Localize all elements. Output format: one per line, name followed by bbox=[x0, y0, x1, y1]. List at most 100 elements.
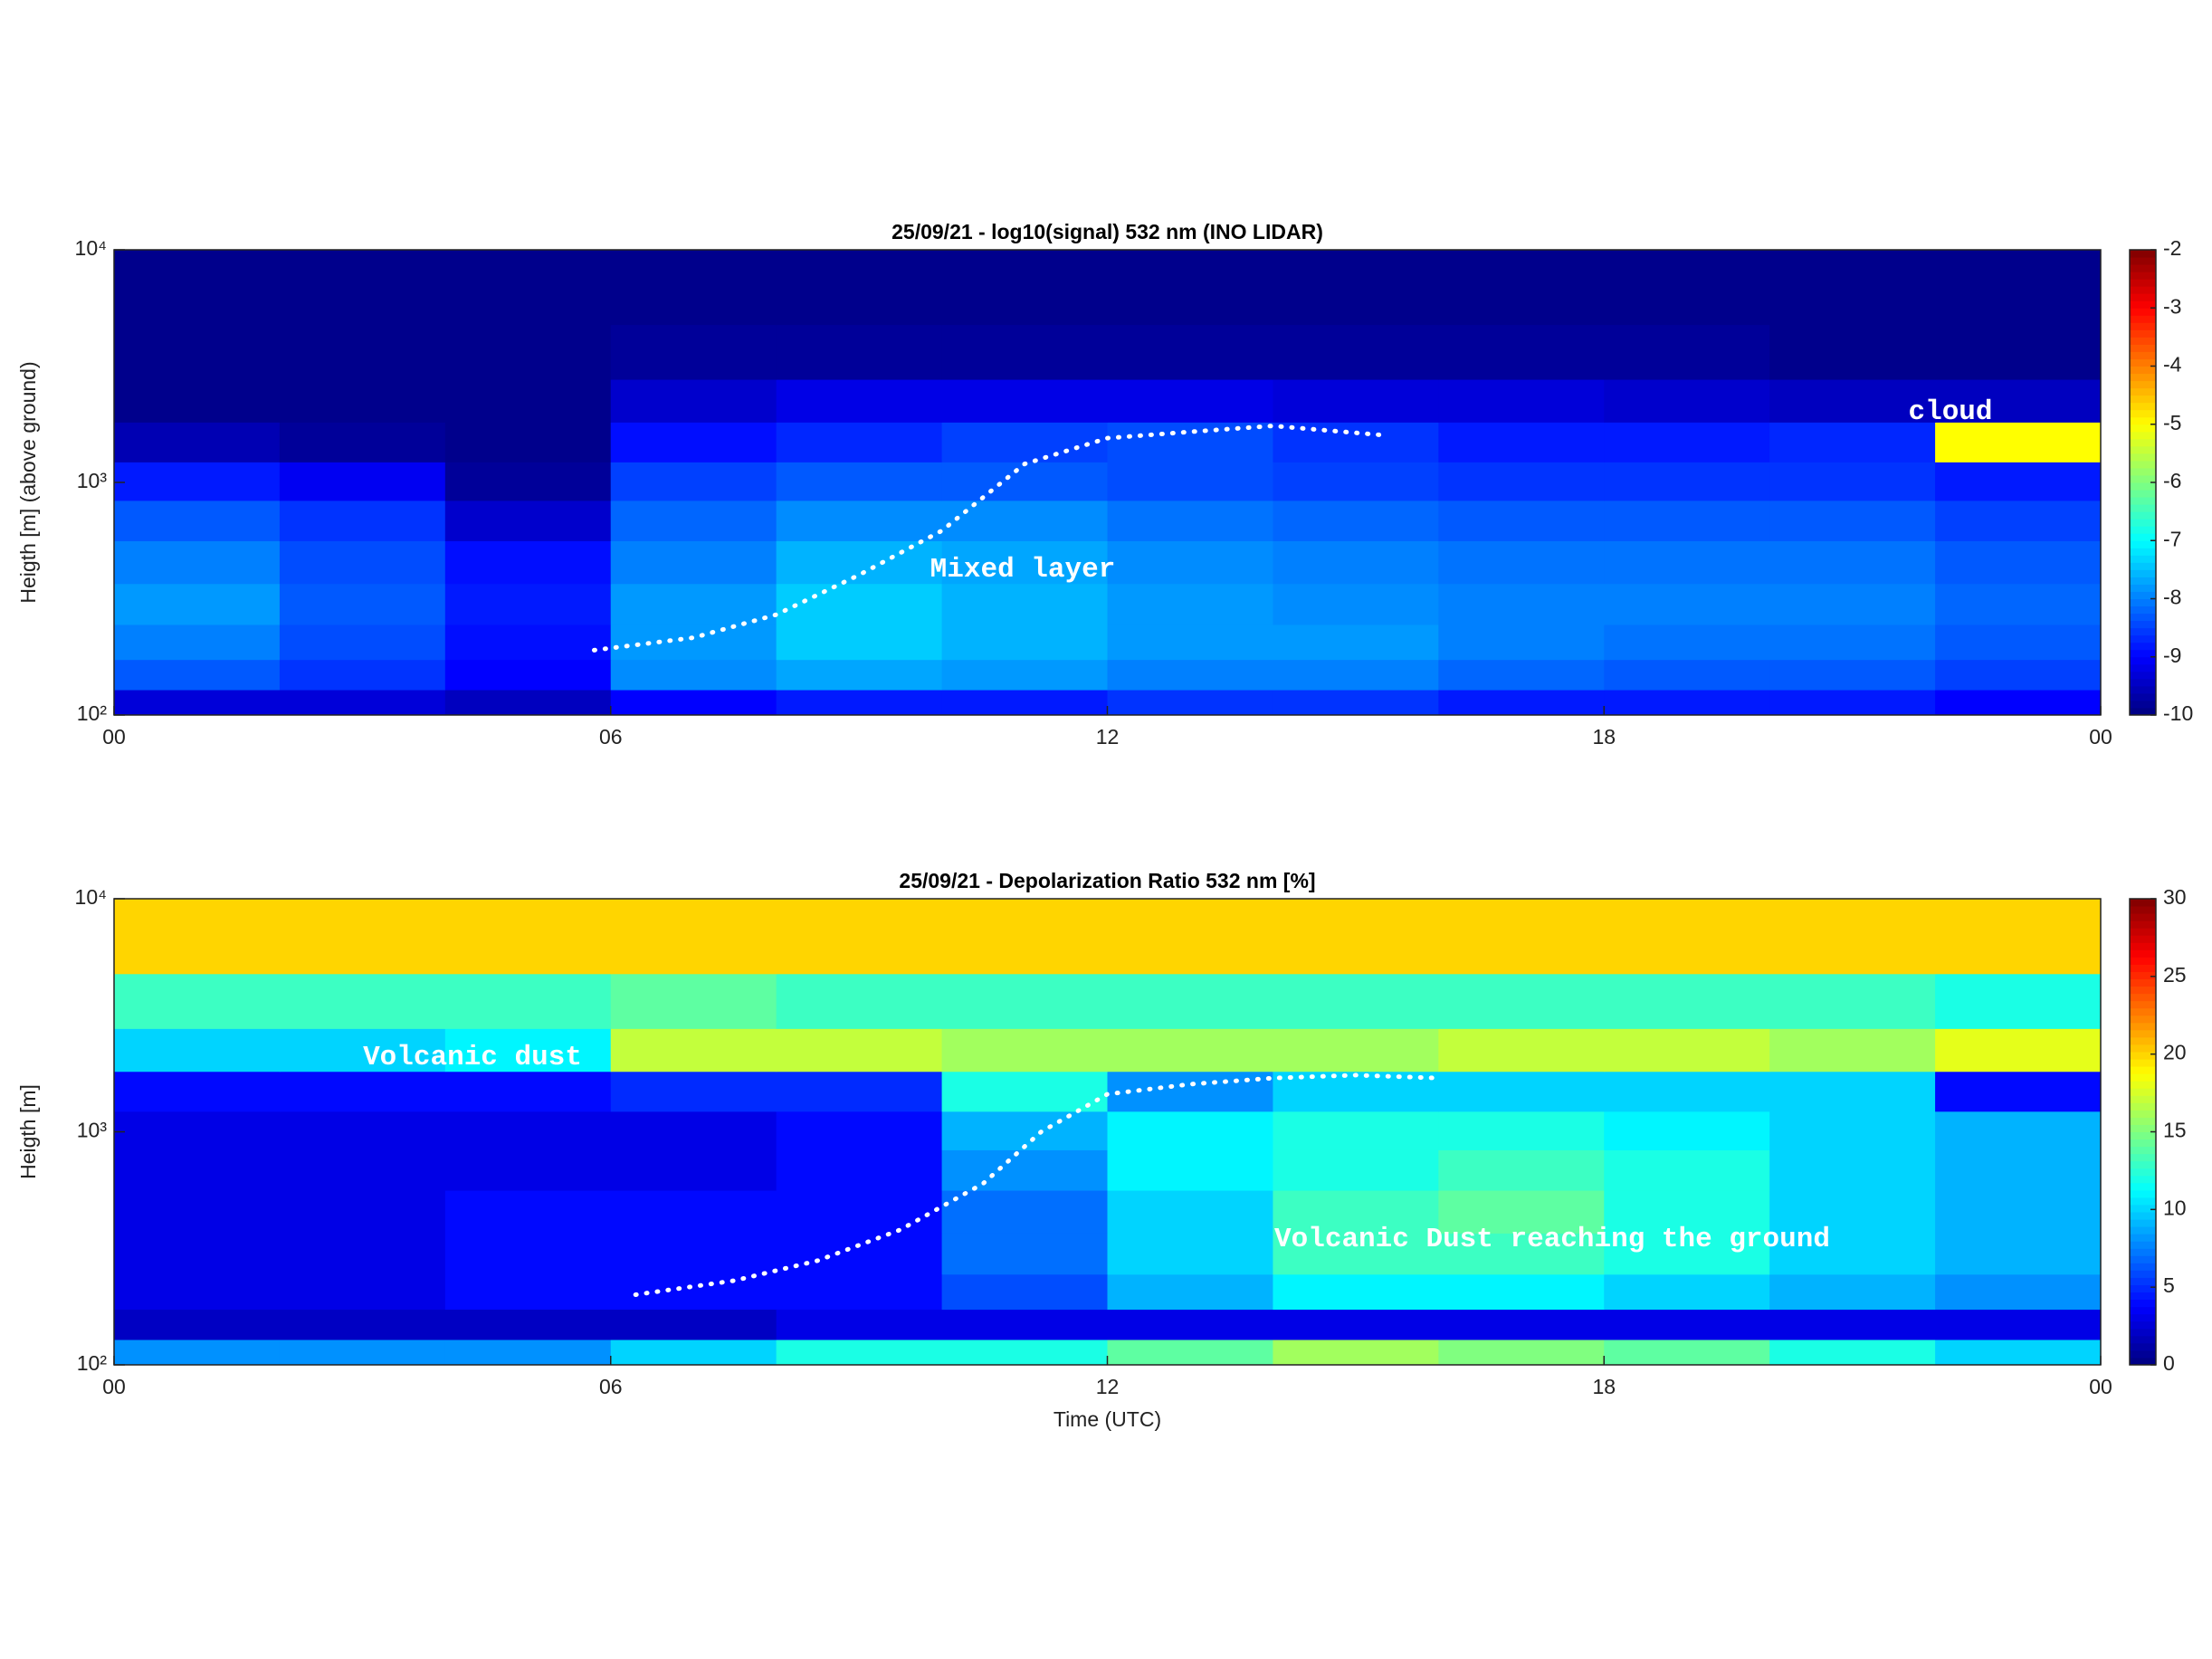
heatmap-cell bbox=[610, 324, 777, 380]
heatmap-cell bbox=[776, 540, 943, 585]
heatmap-cell bbox=[1438, 1233, 1605, 1275]
mixed-layer-boundary bbox=[591, 424, 1383, 653]
heatmap-cell bbox=[114, 540, 281, 585]
colorbar-step bbox=[2130, 1059, 2156, 1067]
heatmap-cell bbox=[1107, 540, 1273, 585]
heatmap-cell bbox=[1438, 462, 1605, 501]
heatmap-cell bbox=[1769, 250, 1936, 326]
colorbar-step bbox=[2130, 526, 2156, 534]
colorbar-step bbox=[2130, 533, 2156, 541]
heatmap-cell bbox=[114, 1190, 281, 1234]
heatmap-cell bbox=[941, 1111, 1108, 1150]
colorbar-step bbox=[2130, 605, 2156, 615]
heatmap-cell bbox=[1604, 540, 1770, 585]
heatmap-cell bbox=[1769, 324, 1936, 380]
heatmap-cell bbox=[444, 973, 612, 1029]
y-tick-label: 10⁴ bbox=[75, 236, 107, 260]
heatmap-cell bbox=[444, 1339, 612, 1366]
colorbar-step bbox=[2130, 1131, 2156, 1140]
heatmap-cell bbox=[1604, 379, 1770, 423]
heatmap-cell bbox=[1935, 462, 2102, 501]
colorbar-step bbox=[2130, 1000, 2156, 1009]
heatmap-cell bbox=[114, 324, 281, 380]
x-tick-label: 00 bbox=[2089, 725, 2112, 748]
heatmap-cell bbox=[1604, 1273, 1770, 1311]
heatmap-cell bbox=[114, 1233, 281, 1275]
heatmap-cell bbox=[1438, 1273, 1605, 1311]
heatmap-cell bbox=[1935, 1190, 2102, 1234]
colorbar-step bbox=[2130, 1335, 2156, 1344]
heatmap-cell bbox=[1273, 1273, 1439, 1311]
heatmap-cell bbox=[1604, 500, 1770, 541]
colorbar-step bbox=[2130, 387, 2156, 396]
colorbar-tick-label: 5 bbox=[2163, 1273, 2175, 1297]
heatmap-cell bbox=[776, 973, 943, 1029]
heatmap-cell bbox=[279, 250, 446, 326]
heatmap-cell bbox=[444, 540, 612, 585]
heatmap-cell bbox=[1604, 250, 1770, 326]
x-tick-label: 06 bbox=[599, 1375, 623, 1398]
heatmap-cell bbox=[610, 1233, 777, 1275]
heatmap-cell bbox=[776, 1190, 943, 1234]
colorbar-step bbox=[2130, 474, 2156, 483]
heatmap-cell bbox=[776, 462, 943, 501]
heatmap-cell bbox=[1438, 1071, 1605, 1112]
colorbar-step bbox=[2130, 344, 2156, 352]
heatmap-cell bbox=[279, 1190, 446, 1234]
heatmap-cell bbox=[279, 899, 446, 975]
heatmap-cell bbox=[1273, 250, 1439, 326]
heatmap-cell bbox=[1769, 422, 1936, 462]
colorbar-step bbox=[2130, 445, 2156, 454]
colorbar-step bbox=[2130, 286, 2156, 294]
heatmap-cell bbox=[1273, 1111, 1439, 1150]
colorbar-step bbox=[2130, 380, 2156, 389]
heatmap-cell bbox=[776, 379, 943, 423]
heatmap-cell bbox=[1438, 659, 1605, 691]
colorbar-step bbox=[2130, 1284, 2156, 1293]
colorbar-step bbox=[2130, 1197, 2156, 1206]
colorbar-tick-label: 15 bbox=[2163, 1119, 2187, 1142]
heatmap-cell bbox=[444, 1149, 612, 1191]
heatmap-cell bbox=[941, 1309, 1108, 1340]
heatmap-cell bbox=[1935, 1149, 2102, 1191]
colorbar-step bbox=[2130, 1051, 2156, 1060]
heatmap-cell bbox=[1935, 1233, 2102, 1275]
colorbar-step bbox=[2130, 928, 2156, 936]
heatmap-cell bbox=[444, 1028, 612, 1073]
colorbar-step bbox=[2130, 402, 2156, 411]
heatmap-cell bbox=[1438, 899, 1605, 975]
colorbar-step bbox=[2130, 1022, 2156, 1031]
heatmap-cell bbox=[941, 379, 1108, 423]
heatmap-cell bbox=[1935, 250, 2102, 326]
heatmap-cell bbox=[941, 1273, 1108, 1311]
chart-title: 25/09/21 - Depolarization Ratio 532 nm [… bbox=[899, 869, 1315, 892]
heatmap-cell bbox=[279, 1273, 446, 1311]
colorbar-step bbox=[2130, 1299, 2156, 1308]
colorbar-step bbox=[2130, 1182, 2156, 1191]
heatmap-cell bbox=[941, 422, 1108, 462]
colorbar-step bbox=[2130, 942, 2156, 950]
heatmap-cell bbox=[1604, 462, 1770, 501]
colorbar-step bbox=[2130, 431, 2156, 440]
heatmap-cell bbox=[279, 500, 446, 541]
colorbar-step bbox=[2130, 337, 2156, 345]
heatmap-cell bbox=[444, 422, 612, 462]
colorbar-step bbox=[2130, 949, 2156, 958]
heatmap-cell bbox=[776, 1339, 943, 1366]
colorbar-step bbox=[2130, 584, 2156, 592]
heatmap-cell bbox=[941, 1071, 1108, 1112]
heatmap-cell bbox=[1107, 250, 1273, 326]
heatmap-cell bbox=[776, 324, 943, 380]
heatmap-cell bbox=[1769, 1071, 1936, 1112]
heatmap-cell bbox=[279, 1149, 446, 1191]
x-tick-label: 00 bbox=[102, 1375, 126, 1398]
heatmap-cell bbox=[1438, 1028, 1605, 1073]
heatmap-cell bbox=[1273, 1309, 1439, 1340]
colorbar-step bbox=[2130, 1219, 2156, 1227]
heatmap-cell bbox=[941, 899, 1108, 975]
heatmap-cell bbox=[1769, 540, 1936, 585]
colorbar-step bbox=[2130, 497, 2156, 505]
heatmap-cell bbox=[776, 583, 943, 625]
colorbar-tick-label: 10 bbox=[2163, 1196, 2187, 1219]
colorbar-step bbox=[2130, 1270, 2156, 1278]
